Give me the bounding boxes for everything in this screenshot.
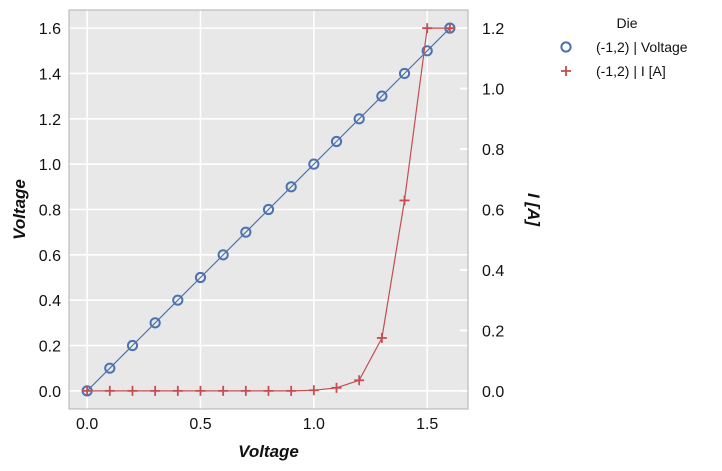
x-axis-title: Voltage (238, 442, 299, 461)
y-tick-label: 1.0 (39, 157, 61, 174)
y-tick-label: 0.2 (39, 339, 61, 356)
series-1-point (376, 332, 387, 343)
y-tick-label: 1.2 (39, 112, 61, 129)
series-1-point (308, 385, 319, 396)
series-0-point (149, 317, 161, 329)
y-tick-label: 0.0 (39, 384, 61, 401)
series-1-point (422, 23, 433, 34)
series-0-point (353, 113, 365, 125)
y-tick-label: 0.8 (39, 203, 61, 220)
series-1-point (399, 195, 410, 206)
series-0-point (262, 203, 275, 216)
plot-border (68, 9, 469, 410)
series-1-point (331, 382, 342, 393)
series-0-point (172, 294, 184, 306)
series-1-point (82, 385, 93, 396)
series-0-point (376, 90, 388, 102)
x-tick-label: 0.5 (189, 416, 211, 433)
x-tick-label: 1.0 (303, 416, 325, 433)
y2-tick-label: 0.6 (482, 203, 504, 220)
y2-tick-label: 0.0 (482, 384, 504, 401)
y2-tick-label: 1.2 (482, 21, 504, 38)
series-1-point (354, 375, 365, 386)
y-tick-label: 1.4 (39, 66, 61, 83)
legend-marker-1 (561, 66, 571, 76)
legend-title: Die (616, 15, 637, 31)
series-1-point (127, 385, 138, 396)
series-1-point (172, 385, 183, 396)
series-line-0 (86, 27, 451, 392)
series-1-point (195, 385, 206, 396)
y-axis-title: Voltage (10, 179, 29, 240)
series-0-point (104, 362, 116, 374)
x-tick-label: 1.5 (416, 416, 438, 433)
series-1-point (150, 385, 161, 396)
series-1-point (263, 385, 274, 396)
y-tick-label: 0.4 (39, 293, 61, 310)
x-tick-label: 0.0 (76, 416, 98, 433)
legend-entry-1: (-1,2) | I [A] (596, 63, 666, 79)
series-1-point (444, 23, 455, 34)
series-0-point (285, 181, 297, 193)
series-0-point (126, 339, 139, 352)
y2-axis-title: I [A] (524, 193, 543, 227)
series-0-point (308, 158, 320, 170)
legend-entry-0: (-1,2) | Voltage (596, 39, 688, 55)
y2-tick-label: 0.2 (482, 323, 504, 340)
series-1-point (240, 385, 251, 396)
series-0-point (240, 226, 252, 238)
y-tick-label: 1.6 (39, 21, 61, 38)
legend-marker-0 (560, 41, 572, 53)
series-0-point (194, 271, 207, 284)
series-1-point (218, 385, 229, 396)
y-tick-label: 0.6 (39, 248, 61, 265)
series-0-point (398, 67, 411, 80)
series-1-point (286, 385, 297, 396)
series-0-point (421, 45, 433, 57)
y2-tick-label: 0.8 (482, 142, 504, 159)
y2-tick-label: 0.4 (482, 263, 504, 280)
series-0-point (330, 135, 343, 148)
series-1-point (104, 385, 115, 396)
series-0-point (217, 249, 229, 261)
y2-tick-label: 1.0 (482, 82, 504, 99)
